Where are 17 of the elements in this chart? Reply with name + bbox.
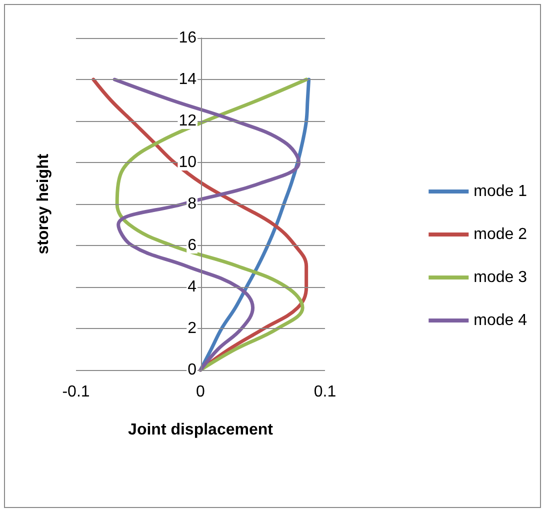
y-tick-label: 14 [178,71,197,88]
legend-label: mode 2 [474,226,528,243]
legend-label: mode 4 [474,312,528,329]
y-tick-label: 2 [188,320,197,337]
x-tick-label: -0.1 [62,384,90,400]
y-tick-label: 10 [178,154,197,171]
y-tick-label: 12 [178,112,197,130]
x-axis-title: Joint displacement [128,422,274,438]
x-tick-label: 0.1 [314,384,336,400]
y-axis-title: storey height [35,153,52,254]
y-tick-label: 4 [188,278,197,296]
legend-label: mode 1 [474,183,528,200]
y-tick-label: 0 [188,362,197,378]
y-tick-label: 8 [188,196,197,212]
legend-label: mode 3 [474,269,528,286]
y-tick-label: 16 [178,30,197,46]
y-tick-label: 6 [188,237,197,254]
